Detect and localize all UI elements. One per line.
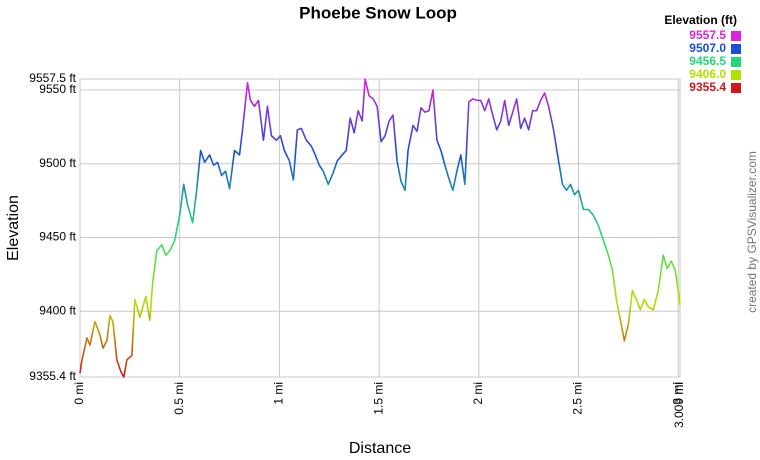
y-axis-label: Elevation xyxy=(5,195,22,261)
y-tick-label: 9500 ft xyxy=(39,156,76,170)
chart-title: Phoebe Snow Loop xyxy=(299,3,457,22)
x-tick-label: 2.5 mi xyxy=(571,382,585,415)
x-tick-label: 3 mi xyxy=(670,382,684,405)
y-tick-label: 9450 ft xyxy=(39,230,76,244)
y-tick-label: 9557.5 ft xyxy=(29,71,76,85)
x-axis-label: Distance xyxy=(349,440,411,457)
legend-label: 9355.4 xyxy=(689,80,726,94)
legend-title: Elevation (ft) xyxy=(664,13,737,27)
x-tick-label: 3.009 mi xyxy=(672,382,686,428)
legend-swatch xyxy=(731,31,741,41)
y-tick-label: 9355.4 ft xyxy=(29,369,76,383)
y-tick-label: 9400 ft xyxy=(39,303,76,317)
legend-label: 9507.0 xyxy=(689,41,726,55)
elevation-line xyxy=(79,78,681,378)
x-tick-label: 0.5 mi xyxy=(172,382,186,415)
y-tick-label: 9550 ft xyxy=(39,82,76,96)
legend-swatch xyxy=(731,57,741,67)
plot-frame xyxy=(79,78,681,378)
x-tick-label: 2 mi xyxy=(471,382,485,405)
legend-label: 9557.5 xyxy=(689,28,726,42)
x-tick-label: 1.5 mi xyxy=(371,382,385,415)
credit: created by GPSVisualizer.com xyxy=(745,151,759,313)
x-tick-label: 1 mi xyxy=(272,382,286,405)
legend-label: 9406.0 xyxy=(689,67,726,81)
legend-swatch xyxy=(731,83,741,93)
legend-swatch xyxy=(731,70,741,80)
legend-swatch xyxy=(731,44,741,54)
legend-label: 9456.5 xyxy=(689,54,726,68)
x-tick-label: 0 mi xyxy=(72,382,86,405)
